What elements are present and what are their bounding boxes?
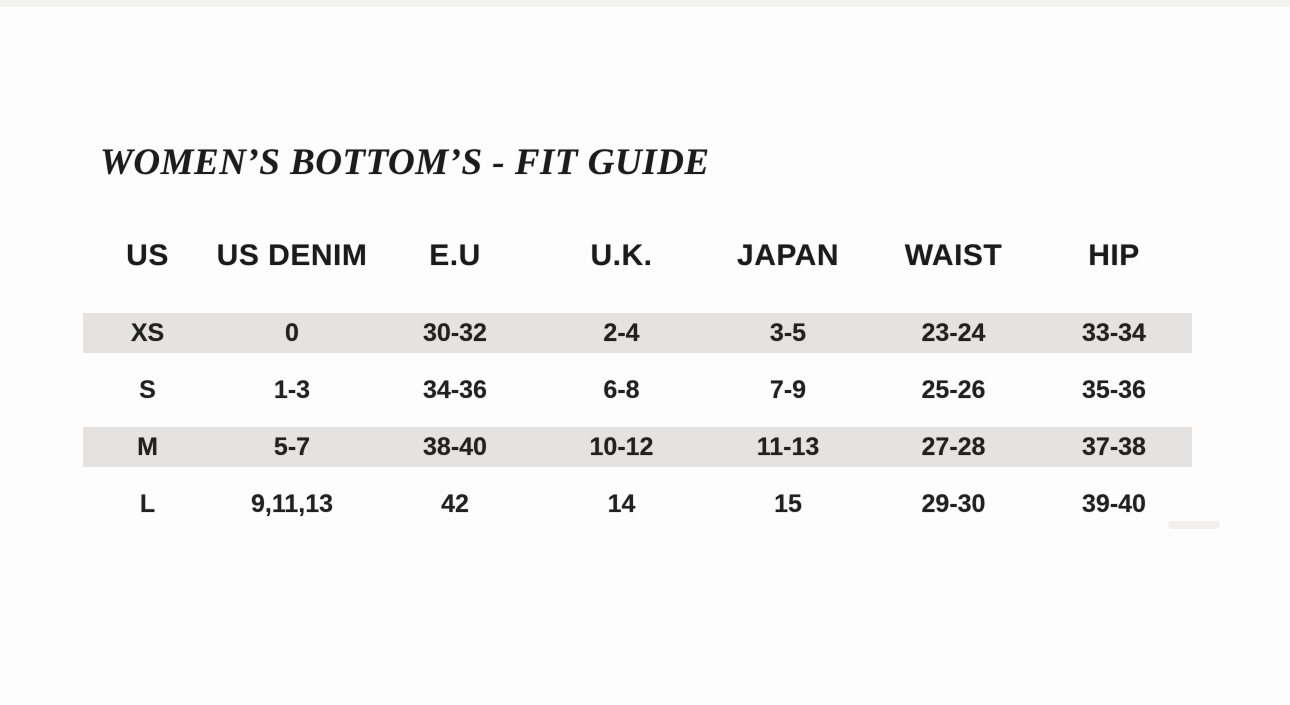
cell-hip: 33-34 [1082, 318, 1146, 347]
cell-us-denim: 9,11,13 [250, 489, 334, 518]
photo-smudge-artifact [1168, 521, 1220, 529]
table-row-l: L 9,11,13 42 14 15 29-30 39-40 [83, 484, 1192, 524]
cell-uk: 14 [607, 489, 636, 518]
cell-japan: 3-5 [769, 318, 807, 347]
table-row-xs: XS 0 30-32 2-4 3-5 23-24 33-34 [83, 313, 1192, 353]
cell-size: XS [130, 318, 165, 347]
column-header-waist: WAIST [904, 239, 1003, 272]
cell-us-denim: 0 [285, 318, 299, 347]
cell-size: M [137, 432, 158, 461]
cell-waist: 23-24 [921, 318, 986, 347]
cell-hip: 37-38 [1082, 432, 1146, 461]
cell-japan: 7-9 [769, 375, 807, 404]
cell-eu: 34-36 [423, 375, 487, 404]
photo-edge-strip [0, 0, 1290, 7]
column-header-eu: E.U [429, 239, 481, 272]
column-header-us-denim: US DENIM [216, 239, 368, 272]
cell-size: L [139, 489, 156, 518]
cell-japan: 11-13 [756, 432, 820, 461]
cell-us-denim: 1-3 [273, 375, 311, 404]
column-header-us: US [126, 239, 169, 272]
cell-eu: 42 [441, 489, 469, 518]
cell-japan: 15 [774, 489, 802, 518]
cell-eu: 30-32 [423, 318, 487, 347]
cell-uk: 6-8 [603, 375, 640, 404]
cell-us-denim: 5-7 [273, 432, 311, 461]
cell-uk: 2-4 [603, 318, 640, 347]
page-title: WOMEN’S BOTTOM’S - FIT GUIDE [100, 142, 710, 183]
column-header-hip: HIP [1088, 239, 1140, 272]
cell-uk: 10-12 [589, 432, 654, 461]
column-header-uk: U.K. [590, 239, 653, 272]
cell-waist: 25-26 [921, 375, 986, 404]
column-header-japan: JAPAN [737, 239, 839, 272]
table-body: XS 0 30-32 2-4 3-5 23-24 33-34 S 1-3 34-… [83, 313, 1192, 524]
table-header-row: US US DENIM E.U U.K. JAPAN WAIST HIP [83, 230, 1192, 282]
cell-hip: 35-36 [1082, 375, 1146, 404]
size-chart-table: US US DENIM E.U U.K. JAPAN WAIST HIP XS … [83, 230, 1192, 541]
cell-hip: 39-40 [1082, 489, 1146, 518]
cell-waist: 29-30 [921, 489, 986, 518]
table-row-s: S 1-3 34-36 6-8 7-9 25-26 35-36 [83, 370, 1192, 410]
cell-size: S [139, 375, 156, 404]
table-row-m: M 5-7 38-40 10-12 11-13 27-28 37-38 [83, 427, 1192, 467]
cell-waist: 27-28 [921, 432, 986, 461]
cell-eu: 38-40 [423, 432, 487, 461]
